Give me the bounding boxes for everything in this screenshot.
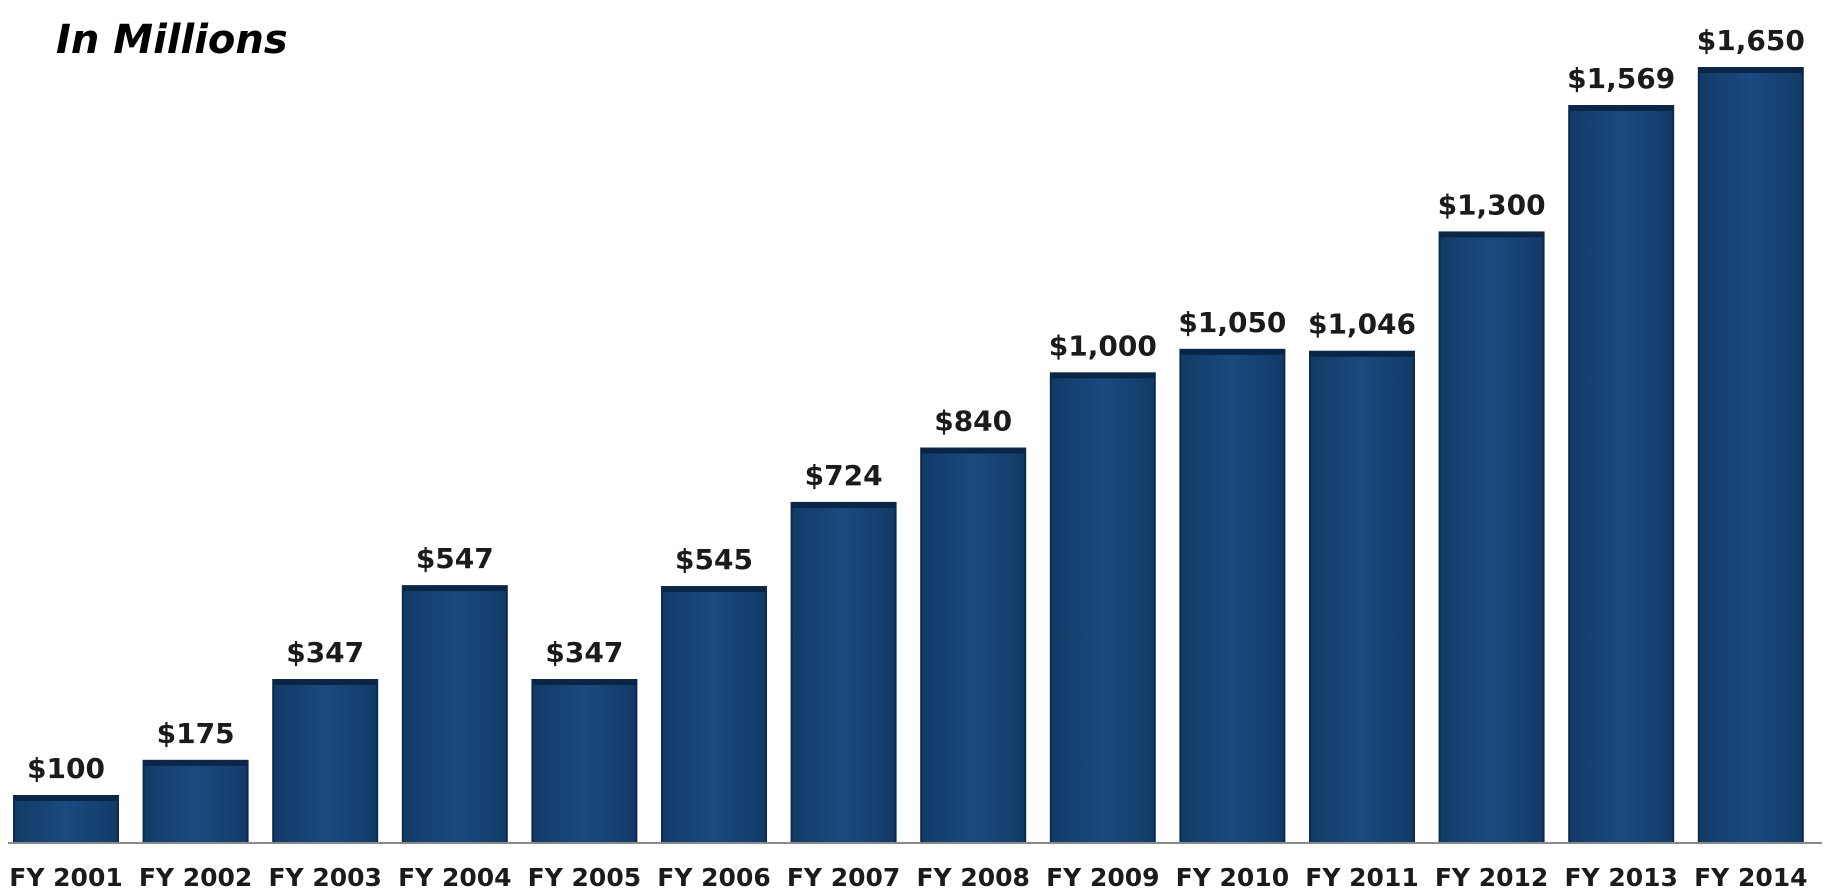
bar-top-edge: [143, 760, 248, 766]
bar-value-label: $1,046: [1308, 308, 1416, 341]
bar-value-label: $1,569: [1567, 62, 1675, 95]
bar-fy-2007: [790, 501, 897, 844]
x-tick-label: FY 2005: [528, 863, 641, 892]
bar-fy-2001: [13, 795, 119, 844]
bar-value-label: $1,000: [1049, 329, 1157, 362]
bar-top-edge: [1180, 349, 1285, 355]
bar-value-label: $175: [157, 717, 235, 750]
x-tick-label: FY 2013: [1564, 863, 1677, 892]
x-tick-label: FY 2006: [657, 863, 770, 892]
bar-top-edge: [1050, 373, 1155, 379]
bar-top-edge: [1569, 106, 1674, 111]
bar-fy-2013: [1568, 105, 1675, 844]
bar-fy-2009: [1049, 372, 1156, 844]
bar-fy-2003: [272, 679, 379, 844]
x-tick-label: FY 2004: [398, 863, 511, 892]
bar-top-edge: [1698, 68, 1803, 73]
x-tick-label: FY 2008: [916, 863, 1029, 892]
bar-top-edge: [662, 587, 766, 592]
bar-value-label: $724: [805, 459, 883, 492]
x-tick-label: FY 2012: [1435, 863, 1548, 892]
x-tick-label: FY 2011: [1305, 863, 1418, 892]
chart-title: In Millions: [56, 17, 288, 63]
bar-value-label: $100: [27, 752, 105, 785]
bar-fy-2005: [531, 679, 638, 844]
x-tick-label: FY 2002: [139, 863, 252, 892]
bar-top-edge: [14, 796, 118, 801]
x-tick-label: FY 2003: [268, 863, 381, 892]
x-tick-label: FY 2014: [1694, 863, 1807, 892]
bar-top-edge: [402, 586, 507, 592]
bar-top-edge: [273, 680, 378, 685]
x-tick-label: FY 2009: [1046, 863, 1159, 892]
bar-fy-2002: [142, 759, 249, 844]
bar-fy-2014: [1697, 67, 1804, 844]
bar-top-edge: [1310, 351, 1414, 357]
bar-top-edge: [791, 502, 896, 508]
bar-fy-2008: [920, 447, 1027, 844]
bar-value-label: $840: [934, 405, 1012, 438]
bar-top-edge: [921, 448, 1026, 454]
bars-layer: [13, 67, 1804, 844]
bar-value-label: $347: [545, 636, 623, 669]
x-tick-label: FY 2001: [9, 863, 122, 892]
bar-value-label: $547: [416, 542, 494, 575]
x-tick-labels-layer: FY 2001 FY 2002 FY 2003 FY 2004 FY 2005 FY 20…: [9, 863, 1807, 892]
x-tick-label: FY 2007: [787, 863, 900, 892]
bar-value-label: $1,300: [1438, 188, 1546, 221]
bar-fy-2004: [401, 585, 508, 844]
bar-value-label: $1,650: [1697, 24, 1805, 57]
x-tick-label: FY 2010: [1176, 863, 1289, 892]
value-labels-layer: $100 $175 $347 $547 $347 $545 $724 $840 $1,000 $1…: [27, 24, 1805, 785]
bar-value-label: $1,050: [1178, 306, 1286, 339]
bar-top-edge: [1439, 232, 1544, 238]
bar-fy-2010: [1179, 348, 1286, 844]
bar-value-label: $347: [286, 636, 364, 669]
bar-fy-2006: [661, 586, 767, 844]
bar-fy-2011: [1309, 350, 1415, 844]
bar-top-edge: [532, 680, 637, 685]
bar-value-label: $545: [675, 543, 753, 576]
bar-fy-2012: [1438, 231, 1545, 844]
